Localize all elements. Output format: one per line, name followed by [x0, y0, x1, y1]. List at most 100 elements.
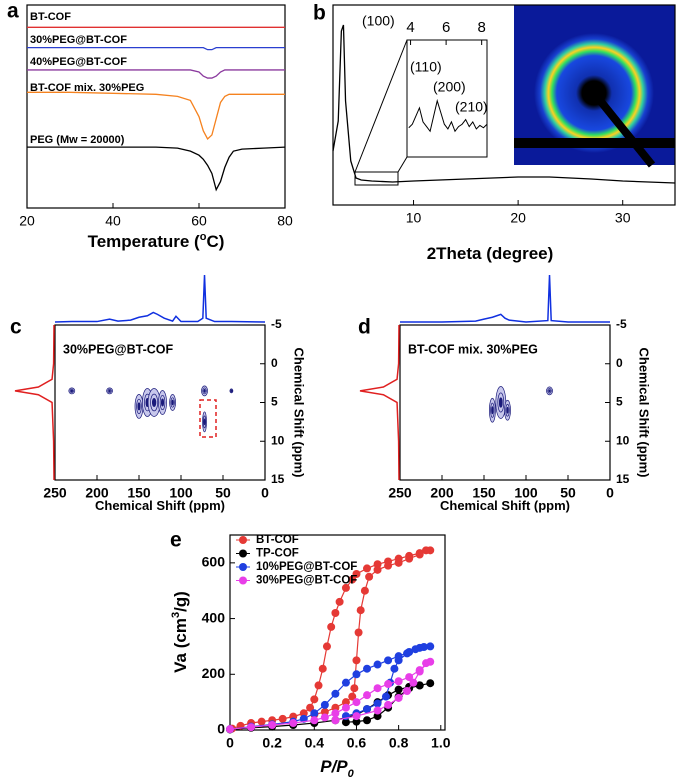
- data-point: [268, 720, 277, 729]
- side-projection: [14, 324, 55, 481]
- contour: [548, 389, 551, 393]
- zoom-guide: [354, 39, 408, 186]
- data-point: [352, 698, 361, 707]
- annotation: (100): [362, 13, 395, 29]
- data-point: [422, 659, 431, 668]
- top-projection: [54, 274, 266, 323]
- panel-title: BT-COF mix. 30%PEG: [408, 342, 538, 356]
- diffraction-image: [514, 5, 675, 168]
- data-point: [335, 597, 344, 606]
- legend-marker: [239, 536, 247, 544]
- data-point: [403, 649, 412, 658]
- data-point: [365, 572, 374, 581]
- legend-label: 10%PEG@BT-COF: [256, 561, 357, 573]
- x-tick-label: 80: [277, 213, 293, 229]
- data-point: [415, 681, 424, 690]
- panel-letter: c: [10, 316, 22, 339]
- legend-label: 30%PEG@BT-COF: [256, 575, 357, 587]
- contour: [171, 399, 174, 406]
- data-point: [341, 583, 350, 592]
- axis-label: Va (cm3/g): [170, 591, 191, 673]
- data-point: [320, 700, 329, 709]
- data-point: [320, 707, 329, 716]
- data-point: [409, 678, 418, 687]
- data-point: [360, 586, 369, 595]
- data-point: [341, 718, 350, 727]
- x-tick-label: 40: [105, 213, 121, 229]
- x-tick-label: 150: [472, 485, 496, 501]
- axis-label-part: Va (cm: [171, 618, 190, 673]
- data-point: [341, 678, 350, 687]
- data-point: [257, 717, 266, 726]
- data-point: [310, 709, 319, 718]
- data-point: [350, 684, 359, 693]
- series-label: 40%PEG@BT-COF: [30, 56, 127, 68]
- legend-marker: [239, 576, 247, 585]
- axis-label-part: C): [206, 232, 224, 251]
- data-line: [27, 146, 286, 192]
- data-point: [352, 712, 361, 721]
- data-point: [405, 554, 414, 563]
- data-point: [331, 716, 340, 725]
- axis-label-part: /g): [171, 591, 190, 612]
- data-point: [352, 670, 361, 679]
- data-point: [373, 560, 382, 569]
- legend-marker: [239, 549, 247, 558]
- x-tick-label: 100: [169, 485, 193, 501]
- axis-label: Chemical Shift (ppm): [637, 347, 652, 477]
- x-tick-label: 0.4: [305, 735, 325, 751]
- data-line: [229, 682, 431, 731]
- data-point: [341, 703, 350, 712]
- inset-frame: [406, 39, 488, 158]
- data-point: [299, 709, 308, 718]
- y-tick-label: 0: [616, 356, 623, 370]
- axis-label-part: P/P: [320, 757, 348, 776]
- data-point: [394, 558, 403, 567]
- x-tick-label: 100: [514, 485, 538, 501]
- data-point: [363, 564, 372, 573]
- data-point: [394, 693, 403, 702]
- series-label: 30%PEG@BT-COF: [30, 34, 127, 46]
- contour: [70, 389, 74, 393]
- axis-label: Chemical Shift (ppm): [95, 498, 225, 513]
- y-tick-label: 15: [271, 472, 285, 486]
- data-point: [341, 698, 350, 707]
- data-point: [320, 713, 329, 722]
- y-tick-label: 10: [271, 433, 285, 447]
- top-projection: [400, 274, 610, 323]
- data-point: [310, 716, 319, 725]
- annotation: (200): [433, 79, 466, 95]
- y-tick-label: 0: [271, 356, 278, 370]
- contour: [203, 418, 206, 426]
- y-tick-label: 0: [217, 721, 225, 737]
- series-label: BT-COF mix. 30%PEG: [30, 82, 144, 94]
- data-point: [331, 709, 340, 718]
- data-point: [363, 705, 372, 714]
- contour: [108, 389, 111, 393]
- data-point: [352, 570, 361, 578]
- data-line: [27, 91, 285, 141]
- data-point: [403, 687, 412, 695]
- contour: [506, 406, 509, 414]
- y-tick-label: 200: [202, 665, 226, 681]
- data-point: [373, 684, 382, 693]
- x-tick-label: 50: [215, 485, 231, 501]
- x-tick-label: 10: [406, 210, 422, 226]
- axis-label-part: Chemical Shift (ppm): [95, 498, 225, 513]
- axis-label-part: 3: [170, 612, 182, 618]
- data-point: [352, 656, 361, 665]
- data-point: [352, 717, 361, 726]
- data-line: [27, 69, 285, 79]
- plot-frame: [26, 4, 286, 209]
- x-tick-label: 0.8: [389, 735, 409, 751]
- data-point: [306, 703, 315, 712]
- data-point: [373, 660, 382, 669]
- data-point: [384, 700, 393, 709]
- contour: [491, 406, 494, 415]
- data-point: [373, 699, 382, 708]
- data-point: [384, 656, 393, 665]
- axis-label: P/P0: [320, 757, 354, 779]
- data-point: [373, 706, 382, 715]
- contour: [151, 397, 157, 408]
